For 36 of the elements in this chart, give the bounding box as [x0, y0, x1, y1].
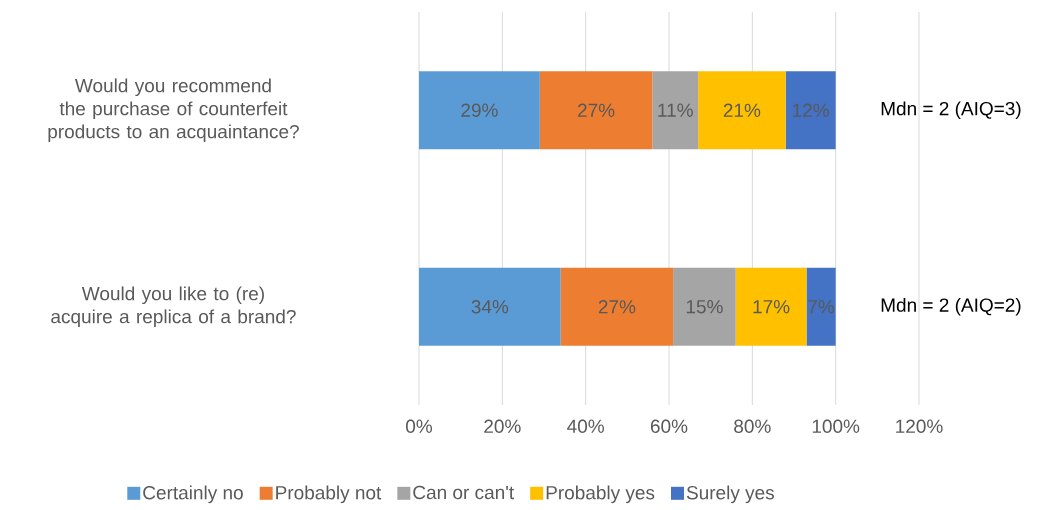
- data-label: 29%: [461, 103, 498, 117]
- x-tick-label: 100%: [812, 419, 860, 433]
- annotation: Mdn = 2 (AIQ=3): [881, 101, 1021, 120]
- bar: [673, 267, 736, 346]
- y-tick-label: Would you recommend the purchase of counterfeit products to an acquaintance?: [48, 78, 299, 143]
- x-tick-label: 40%: [567, 419, 604, 433]
- bar: [698, 71, 786, 150]
- data-label: 15%: [686, 300, 723, 314]
- bar: [419, 267, 561, 346]
- x-tick-label: 120%: [896, 419, 943, 433]
- x-tick-label: 0%: [406, 419, 433, 433]
- legend-label: Probably not: [276, 485, 382, 504]
- data-label: 21%: [723, 103, 761, 117]
- x-tick-label: 60%: [650, 419, 688, 433]
- data-label: 17%: [753, 300, 790, 314]
- x-tick-label: 20%: [484, 419, 521, 433]
- bar: [539, 71, 653, 150]
- bar: [785, 71, 836, 150]
- data-label: 7%: [808, 300, 835, 314]
- data-label: 11%: [658, 103, 693, 117]
- annotation: Mdn = 2 (AIQ=2): [881, 297, 1021, 316]
- bar: [806, 267, 836, 346]
- y-tick-label: Would you like to (re) acquire a replica of a brand?: [51, 286, 296, 328]
- data-label: 12%: [793, 103, 829, 117]
- x-tick-label: 80%: [734, 419, 771, 433]
- data-label: 27%: [598, 300, 636, 314]
- bar: [735, 267, 807, 346]
- legend-label: Surely yes: [686, 485, 774, 504]
- legend-label: Can or can't: [413, 485, 515, 500]
- bar: [560, 267, 674, 346]
- data-label: 34%: [471, 300, 509, 314]
- data-label: 27%: [578, 103, 615, 117]
- legend-label: Certainly no: [143, 485, 243, 504]
- legend-label: Probably yes: [546, 485, 655, 504]
- bar: [652, 71, 699, 150]
- bar: [419, 71, 540, 150]
